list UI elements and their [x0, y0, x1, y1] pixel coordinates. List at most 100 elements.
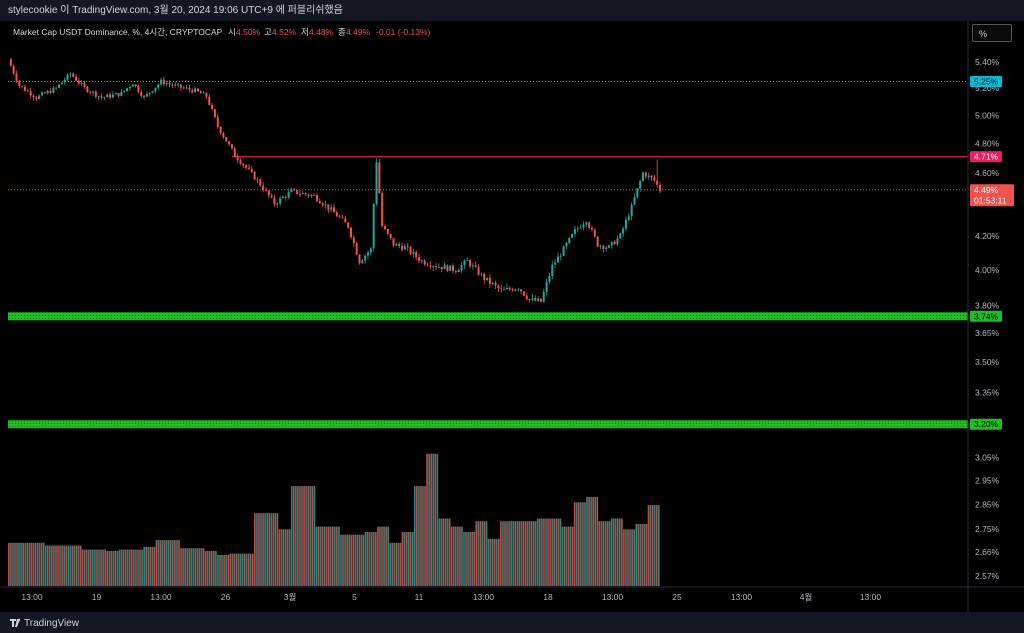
volume-bar	[530, 521, 533, 586]
volume-bar	[243, 553, 246, 586]
candle-body	[508, 287, 511, 290]
price-badge-label: 4.49%	[974, 185, 999, 195]
volume-bar	[278, 529, 281, 586]
volume-bar	[223, 554, 225, 586]
volume-bar	[198, 548, 201, 586]
candle-body	[154, 87, 157, 92]
volume-bar	[621, 518, 623, 586]
volume-bar	[221, 554, 223, 586]
percent-scale-button[interactable]: %	[972, 24, 1012, 42]
candle-body	[372, 203, 375, 249]
volume-bar	[284, 529, 287, 586]
volume-bar	[588, 496, 590, 586]
volume-bar	[157, 540, 160, 586]
candle-body	[418, 257, 421, 261]
legend-low: 4.48%	[309, 27, 334, 37]
candle-body	[627, 216, 630, 220]
candle-body	[460, 265, 463, 271]
volume-bar	[165, 540, 168, 586]
support-zone-texture	[8, 312, 968, 321]
candle-body	[576, 228, 579, 230]
volume-bar	[290, 486, 293, 586]
candle-body	[386, 229, 389, 234]
chart-panel[interactable]: 5.40% 5.20% 5.00% 4.80% 4.60% 4.20% 4.00% 3.80%…	[0, 21, 1024, 612]
candle-body	[60, 82, 63, 85]
volume-bar	[434, 453, 437, 586]
volume-bar	[208, 550, 211, 586]
tv-logo-icon[interactable]: TradingView	[8, 612, 98, 633]
volume-bar	[393, 542, 396, 586]
volume-bar	[159, 540, 162, 586]
volume-bar	[407, 532, 410, 586]
candle-body	[610, 241, 613, 246]
volume-bar	[580, 502, 582, 586]
volume-bar	[614, 518, 617, 586]
volume-bar	[559, 518, 562, 586]
x-tick-label: 13:00	[21, 592, 43, 602]
horizontal-lines[interactable]	[8, 81, 968, 191]
volume-bar	[426, 453, 428, 586]
volume-bar	[493, 538, 496, 586]
candle-body	[109, 94, 112, 98]
candle-body	[412, 251, 415, 254]
time-axis[interactable]: 13:00 19 13:00 26 3월 5 11 13:00 18 13:00 25 13:00 4월…	[21, 592, 881, 602]
candle-body	[245, 165, 248, 168]
volume-bar	[598, 521, 601, 586]
price-axis[interactable]: 5.40% 5.20% 5.00% 4.80% 4.60% 4.20% 4.00% 3.80%…	[975, 57, 1000, 581]
candle-body	[38, 95, 41, 99]
volume-bar	[172, 540, 174, 586]
volume-bar	[459, 526, 461, 586]
candle-body	[293, 189, 296, 191]
volume-bar	[262, 513, 264, 586]
volume-bar	[604, 521, 607, 586]
volume-bar	[616, 518, 619, 586]
candle-body	[264, 190, 267, 191]
volume-bar	[38, 542, 41, 586]
volume-bar	[360, 534, 363, 586]
volume-bar	[85, 549, 88, 586]
volume-bar	[311, 486, 314, 586]
volume-bar	[122, 549, 125, 586]
candle-body	[392, 238, 395, 246]
volume-bar	[307, 486, 309, 586]
candle-body	[344, 218, 347, 223]
volume-bar	[8, 542, 10, 586]
volume-bar	[641, 523, 644, 586]
candle-body	[77, 80, 80, 84]
candle-body	[330, 207, 333, 210]
candle-body	[593, 229, 596, 237]
candle-body	[270, 195, 273, 198]
volume-bar	[268, 513, 271, 586]
candle-body	[350, 227, 353, 238]
candle-body	[505, 287, 508, 290]
legend-low-label: 저	[301, 27, 309, 37]
volume-bar	[36, 542, 39, 586]
volume-bar	[336, 526, 338, 586]
price-candles	[9, 57, 661, 303]
candle-body	[281, 196, 284, 199]
volume-bar	[364, 532, 367, 586]
volume-bar	[96, 549, 98, 586]
volume-bar	[397, 542, 400, 586]
candle-body	[500, 288, 503, 290]
candle-body	[452, 265, 455, 271]
volume-bar	[500, 521, 502, 586]
candle-body	[630, 204, 633, 217]
volume-bar	[420, 486, 422, 586]
candle-body	[466, 260, 469, 261]
volume-bar	[14, 542, 16, 586]
volume-bar	[395, 542, 398, 586]
candle-body	[616, 238, 619, 245]
candle-body	[301, 192, 304, 194]
candlestick-chart[interactable]: 5.40% 5.20% 5.00% 4.80% 4.60% 4.20% 4.00% 3.80%…	[0, 21, 1024, 612]
volume-bar	[274, 513, 277, 586]
volume-bar	[225, 554, 227, 586]
volume-bar	[51, 545, 53, 586]
volume-bar	[590, 496, 592, 586]
volume-bar	[73, 545, 76, 586]
legend-symbol: Market Cap USDT Dominance, %, 4시간, CRYPT…	[13, 27, 223, 37]
volume-bar	[430, 453, 433, 586]
publish-title: stylecookie 이 TradingView.com, 3월 20, 20…	[8, 5, 343, 16]
candle-body	[483, 273, 486, 280]
volume-bar	[182, 548, 184, 586]
